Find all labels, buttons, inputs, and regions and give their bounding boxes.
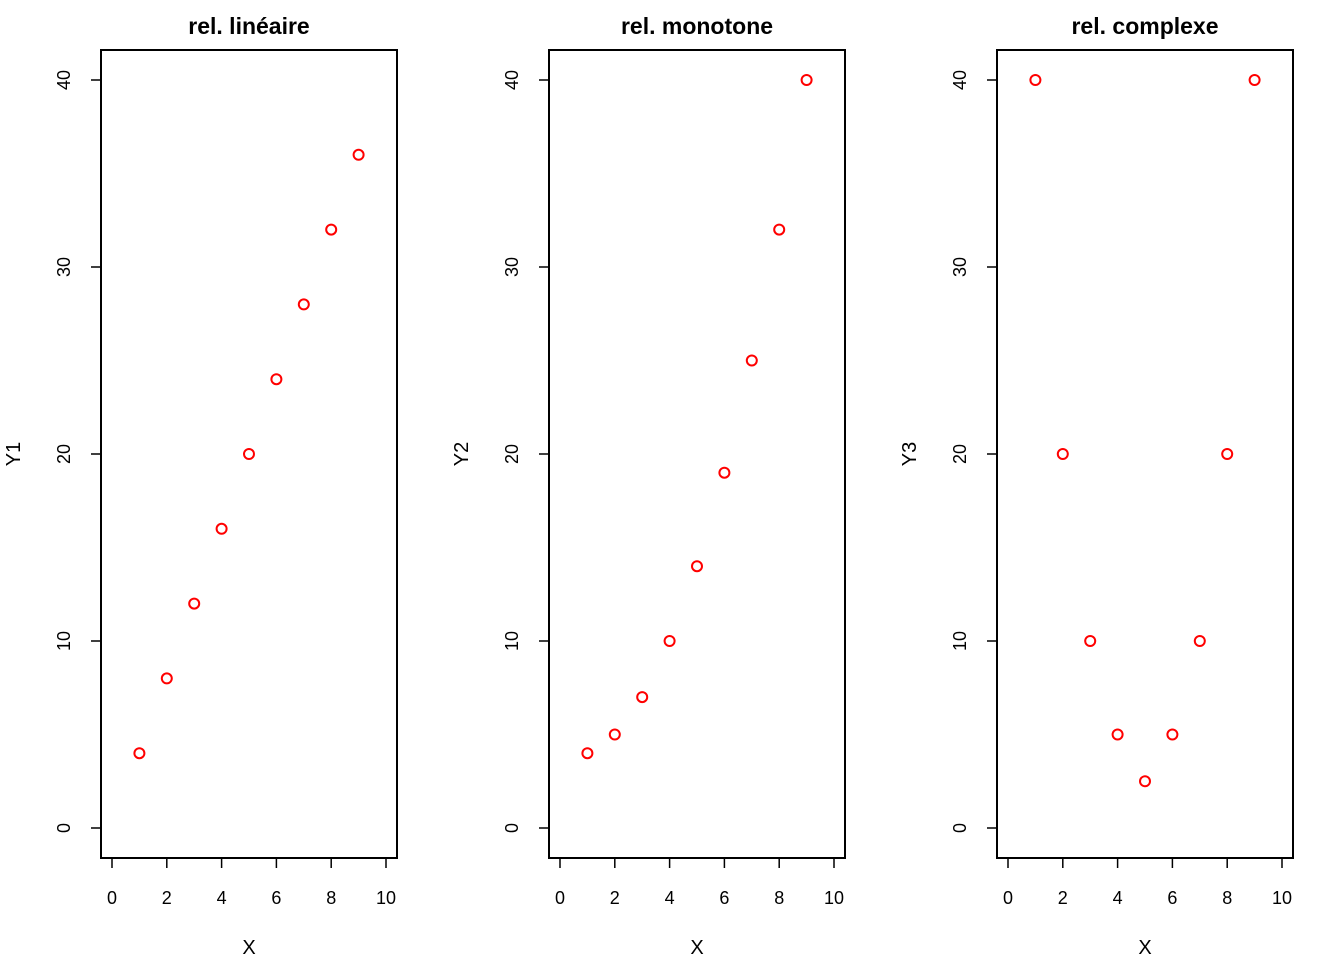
data-point (581, 747, 594, 760)
plot-frame (996, 49, 1294, 859)
scatter-panel-2: rel. monotone 0 2 4 6 8 10 X 0 10 20 30 40 Y2 (451, 13, 846, 959)
data-point (352, 148, 365, 161)
data-point (215, 522, 228, 535)
x-tick-label: 4 (1113, 888, 1123, 908)
data-point (1221, 448, 1234, 460)
data-point (1029, 74, 1042, 86)
x-tick-label: 0 (107, 888, 117, 908)
y-tick-label: 0 (54, 823, 74, 833)
x-tick-label: 4 (665, 888, 675, 908)
y-axis-label: Y1 (3, 442, 25, 466)
y-tick-label: 40 (950, 70, 970, 90)
data-point (1084, 635, 1097, 647)
x-tick-label: 6 (719, 888, 729, 908)
data-point (270, 373, 283, 386)
data-point (608, 728, 621, 741)
y-axis-label: Y3 (899, 442, 921, 466)
data-point (1248, 74, 1261, 86)
data-point (133, 747, 146, 760)
x-tick-label: 10 (1272, 888, 1292, 908)
x-axis-label: X (1138, 937, 1151, 959)
x-tick-label: 8 (1222, 888, 1232, 908)
x-tick-label: 10 (376, 888, 396, 908)
chart-title: rel. complexe (1071, 13, 1218, 39)
y-tick-label: 40 (54, 70, 74, 90)
x-tick-label: 2 (610, 888, 620, 908)
scatter-panel-1: rel. linéaire 0 2 4 6 8 10 X 0 10 20 30 40 Y1 (3, 13, 398, 959)
x-tick-label: 6 (1167, 888, 1177, 908)
data-point (1166, 728, 1179, 741)
x-tick-label: 0 (1003, 888, 1013, 908)
y-tick-label: 20 (54, 444, 74, 464)
chart-title: rel. monotone (621, 13, 773, 39)
x-axis-label: X (242, 937, 255, 959)
x-tick-label: 4 (217, 888, 227, 908)
data-point (1193, 635, 1206, 647)
data-point (691, 560, 703, 573)
plot-frame (548, 49, 846, 859)
x-tick-label: 2 (1058, 888, 1068, 908)
x-axis-label: X (690, 937, 703, 959)
y-tick-label: 10 (54, 631, 74, 651)
x-tick-label: 6 (271, 888, 281, 908)
y-axis-label: Y2 (451, 442, 473, 466)
x-tick-label: 2 (162, 888, 172, 908)
y-tick-label: 10 (950, 631, 970, 651)
data-point (1056, 448, 1069, 460)
y-tick-label: 0 (950, 823, 970, 833)
data-point (188, 597, 201, 610)
y-tick-label: 30 (950, 257, 970, 277)
x-tick-label: 0 (555, 888, 565, 908)
y-tick-label: 10 (502, 631, 522, 651)
data-point (297, 298, 310, 311)
x-tick-label: 8 (774, 888, 784, 908)
data-point (745, 354, 758, 367)
y-tick-label: 20 (950, 444, 970, 464)
y-tick-label: 20 (502, 444, 522, 464)
y-tick-label: 40 (502, 70, 522, 90)
y-tick-label: 0 (502, 823, 522, 833)
chart-title: rel. linéaire (188, 13, 309, 39)
data-point (636, 691, 649, 704)
data-point (243, 448, 255, 460)
data-point (325, 223, 338, 236)
data-point (773, 223, 786, 236)
scatter-panel-3: rel. complexe 0 2 4 6 8 10 X 0 10 20 30 40 Y3 (899, 13, 1294, 959)
y-tick-label: 30 (54, 257, 74, 277)
data-point (800, 74, 813, 86)
y-tick-label: 30 (502, 257, 522, 277)
x-tick-label: 10 (824, 888, 844, 908)
data-point (663, 635, 676, 647)
data-point (1111, 728, 1124, 741)
data-point (718, 466, 731, 479)
x-tick-label: 8 (326, 888, 336, 908)
plot-frame (100, 49, 398, 859)
data-point (1139, 775, 1151, 788)
data-point (160, 672, 173, 685)
